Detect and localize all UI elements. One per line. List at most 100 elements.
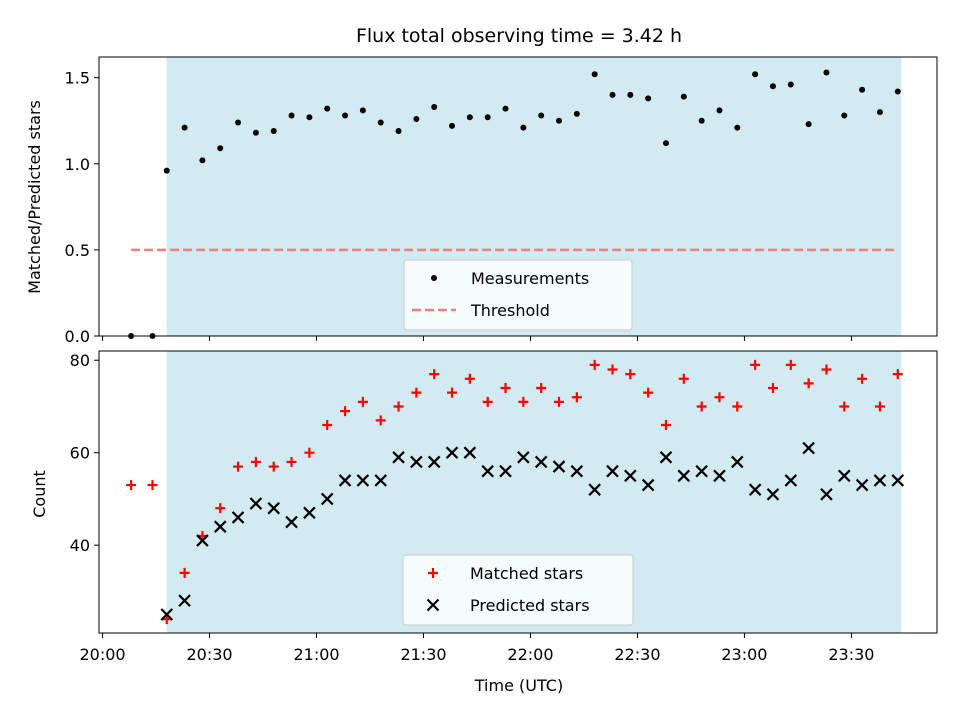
top-series0-point-35 [752,71,759,78]
bottom-series1-point-16 [445,446,459,459]
top-series0-point-20 [484,114,491,121]
bottom-series0-point-14 [375,415,386,426]
top-legend-marker-0 [431,275,437,281]
top-legend-label-0: Measurements [471,269,589,288]
bottom-series1-point-18 [481,464,494,478]
top-y-axis-label: Matched/Predicted stars [25,100,44,294]
bottom-series1-point-25 [606,464,619,478]
bottom-series1-point-41 [891,474,905,487]
bottom-series0-point-11 [322,419,333,430]
bottom-series1-point-22 [552,460,566,473]
top-series0-point-43 [894,88,901,95]
bottom-series0-point-28 [625,369,636,380]
bottom-series1-point-0 [160,608,174,621]
bottom-series1-point-39 [855,478,869,492]
bottom-series1-point-8 [303,506,316,520]
x-tick-label-6: 23:00 [721,645,767,664]
top-series0-point-29 [645,95,652,102]
bottom-series1-point-3 [213,520,227,533]
bottom-series1-point-4 [231,511,245,524]
bottom-legend-box [402,554,634,626]
bottom-series0-point-39 [821,364,832,375]
top-series0-point-26 [591,71,598,78]
top-y-tick-label-3: 1.5 [65,69,90,88]
bottom-series0-point-15 [393,401,404,412]
top-series0-point-11 [324,105,331,112]
top-legend-label-1: Threshold [470,301,550,320]
bottom-series1-point-6 [267,501,281,515]
x-tick-label-2: 21:00 [293,645,339,664]
top-series0-point-22 [520,124,527,131]
top-series0-point-5 [217,145,224,152]
bottom-legend-label-1: Predicted stars [470,596,590,615]
bottom-series0-point-13 [357,396,368,407]
bottom-series0-point-36 [767,382,778,393]
bottom-series0-point-24 [554,396,565,407]
bottom-series1-point-20 [517,451,530,464]
bottom-series0-point-6 [233,461,244,472]
bottom-legend: Matched stars Predicted stars [402,554,634,626]
bottom-series0-point-34 [732,401,743,412]
bottom-series0-point-23 [536,382,547,393]
bottom-series1-point-1 [178,594,191,607]
bottom-series1-point-30 [695,464,708,478]
top-series0-point-25 [573,110,580,117]
bottom-series0-point-7 [250,456,261,467]
x-tick-label-3: 21:30 [400,645,446,664]
bottom-series1-point-23 [570,464,584,478]
bottom-series1-point-31 [713,469,726,483]
bottom-series1-point-5 [249,497,263,510]
x-tick-label-7: 23:30 [828,645,874,664]
bottom-series1-point-37 [820,488,833,501]
top-series0-point-34 [734,124,741,131]
bottom-series0-point-9 [286,456,297,467]
top-series0-point-2 [163,167,170,174]
bottom-series1-point-40 [873,474,887,487]
bottom-series0-point-32 [696,401,707,412]
bottom-series1-point-27 [641,478,655,492]
bottom-series1-point-14 [410,455,423,469]
bottom-series1-point-2 [196,534,209,547]
bottom-series0-point-12 [340,406,351,417]
top-axes-frame [98,56,938,337]
top-legend-box [403,259,633,331]
top-series0-point-14 [377,119,384,126]
bottom-series0-point-29 [643,387,654,398]
top-series0-point-36 [769,83,776,90]
bottom-series0-point-10 [304,447,315,458]
top-series0-point-12 [342,112,349,119]
top-series0-point-9 [288,112,295,119]
bottom-series0-point-8 [268,461,279,472]
bottom-axes-frame [98,350,938,634]
top-series0-point-41 [859,86,866,93]
top-series0-point-38 [805,121,812,128]
top-series0-point-42 [876,109,883,116]
top-y-tick-label-0: 0.0 [65,327,90,346]
x-tick-label-4: 22:00 [507,645,553,664]
bottom-series0-point-27 [607,364,618,375]
bottom-legend-marker-0 [428,568,438,578]
bottom-series0-point-5 [215,503,226,514]
x-tick-label-0: 20:00 [80,645,126,664]
top-series0-point-40 [841,112,848,119]
bottom-series0-point-37 [785,359,796,370]
bottom-series1-point-24 [588,483,601,496]
chart-title: Flux total observing time = 3.42 h [356,25,682,47]
top-series0-point-24 [556,117,563,124]
bottom-series0-point-30 [660,419,671,430]
top-legend: Measurements Threshold [403,259,633,331]
bottom-series1-point-26 [624,469,637,483]
top-series0-point-8 [270,128,277,135]
bottom-series1-point-11 [356,474,370,487]
top-series0-point-28 [627,91,634,98]
bottom-series1-point-36 [802,441,815,455]
bottom-series1-point-38 [838,469,851,483]
bottom-series1-point-9 [320,492,334,506]
bottom-series1-point-13 [392,451,405,464]
top-series0-point-30 [662,140,669,147]
bottom-series0-point-38 [803,378,814,389]
top-series0-point-13 [359,107,366,114]
bottom-series1-point-28 [659,451,673,464]
bottom-series1-point-34 [766,488,780,501]
